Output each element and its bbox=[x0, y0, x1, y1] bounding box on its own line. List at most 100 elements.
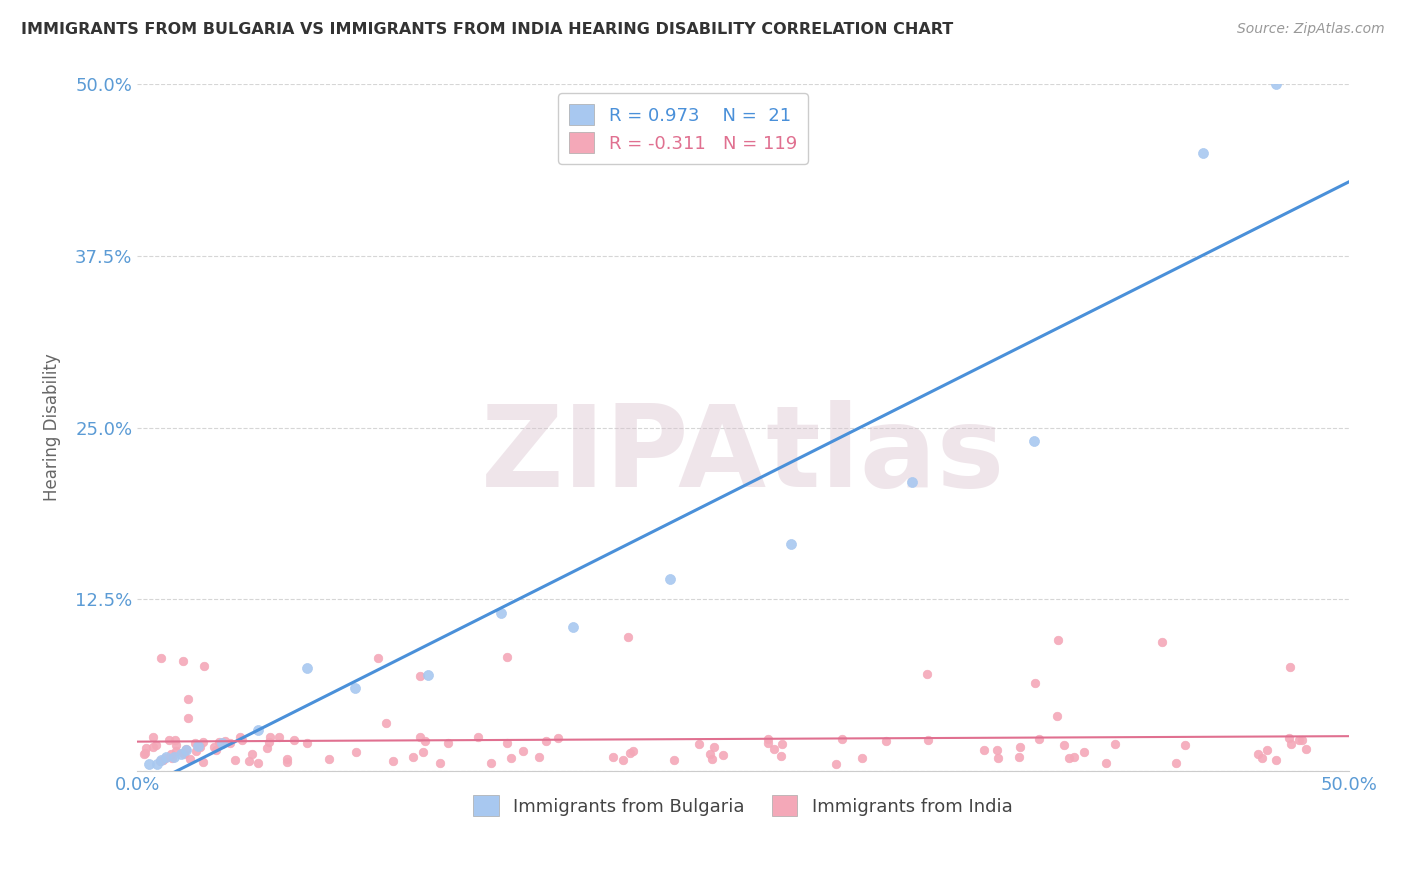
Point bbox=[160, 747, 183, 761]
Point bbox=[1063, 749, 1085, 764]
Point bbox=[187, 739, 209, 753]
Point bbox=[148, 754, 170, 768]
Point bbox=[1264, 753, 1286, 767]
Point bbox=[259, 730, 281, 744]
Point bbox=[562, 619, 585, 633]
Point bbox=[267, 731, 290, 745]
Point bbox=[219, 736, 242, 750]
Point bbox=[138, 756, 160, 771]
Point bbox=[240, 747, 263, 762]
Point bbox=[973, 743, 995, 757]
Point bbox=[412, 745, 434, 759]
Point bbox=[1247, 747, 1270, 761]
Y-axis label: Hearing Disability: Hearing Disability bbox=[44, 354, 60, 501]
Point bbox=[662, 753, 685, 767]
Point bbox=[1024, 676, 1046, 690]
Point bbox=[901, 475, 924, 490]
Point bbox=[1278, 731, 1301, 745]
Point bbox=[1250, 750, 1272, 764]
Point bbox=[763, 742, 786, 756]
Point bbox=[711, 748, 734, 763]
Point bbox=[177, 711, 200, 725]
Point bbox=[1166, 756, 1188, 771]
Point bbox=[1295, 742, 1317, 756]
Point bbox=[1073, 745, 1095, 759]
Point bbox=[295, 661, 318, 675]
Point bbox=[621, 743, 644, 757]
Point bbox=[134, 747, 156, 761]
Point bbox=[142, 730, 165, 744]
Point bbox=[1028, 731, 1050, 746]
Point bbox=[238, 754, 260, 768]
Point bbox=[1150, 635, 1173, 649]
Point bbox=[152, 753, 174, 767]
Point bbox=[318, 752, 340, 766]
Point bbox=[1052, 738, 1074, 752]
Point bbox=[1256, 743, 1278, 757]
Point bbox=[416, 667, 439, 681]
Point bbox=[489, 606, 512, 620]
Point bbox=[501, 751, 523, 765]
Point bbox=[344, 745, 367, 759]
Point bbox=[247, 723, 270, 737]
Point bbox=[831, 732, 853, 747]
Point bbox=[157, 733, 180, 747]
Point bbox=[1291, 732, 1313, 747]
Point bbox=[193, 755, 215, 769]
Point bbox=[534, 734, 557, 748]
Point bbox=[150, 753, 173, 767]
Point bbox=[1008, 739, 1031, 754]
Point bbox=[512, 744, 534, 758]
Point bbox=[987, 751, 1010, 765]
Point bbox=[176, 691, 198, 706]
Point bbox=[659, 572, 682, 586]
Point bbox=[375, 716, 398, 731]
Point bbox=[231, 733, 253, 747]
Point bbox=[617, 630, 640, 644]
Point bbox=[1057, 751, 1080, 765]
Point bbox=[527, 750, 550, 764]
Point bbox=[1094, 756, 1116, 771]
Point bbox=[205, 743, 228, 757]
Point bbox=[825, 756, 848, 771]
Point bbox=[276, 755, 298, 769]
Point bbox=[276, 752, 298, 766]
Point bbox=[409, 669, 432, 683]
Point bbox=[1264, 78, 1286, 92]
Point bbox=[191, 734, 214, 748]
Text: ZIPAtlas: ZIPAtlas bbox=[481, 400, 1005, 510]
Point bbox=[170, 747, 193, 762]
Point bbox=[145, 756, 167, 771]
Point bbox=[1174, 738, 1197, 752]
Point bbox=[214, 733, 236, 747]
Point bbox=[1279, 660, 1302, 674]
Point bbox=[917, 732, 939, 747]
Point bbox=[179, 752, 201, 766]
Point bbox=[402, 750, 425, 764]
Point bbox=[415, 734, 437, 748]
Point bbox=[1288, 733, 1310, 747]
Point bbox=[344, 681, 367, 696]
Point bbox=[202, 739, 225, 754]
Point bbox=[256, 740, 278, 755]
Point bbox=[165, 733, 187, 747]
Point bbox=[496, 650, 519, 665]
Point bbox=[917, 666, 939, 681]
Point bbox=[247, 756, 270, 770]
Point bbox=[283, 732, 305, 747]
Point bbox=[295, 736, 318, 750]
Text: IMMIGRANTS FROM BULGARIA VS IMMIGRANTS FROM INDIA HEARING DISABILITY CORRELATION: IMMIGRANTS FROM BULGARIA VS IMMIGRANTS F… bbox=[21, 22, 953, 37]
Point bbox=[173, 747, 195, 761]
Point bbox=[162, 750, 184, 764]
Point bbox=[193, 659, 215, 673]
Point bbox=[211, 736, 233, 750]
Point bbox=[688, 737, 710, 751]
Point bbox=[208, 735, 231, 749]
Point bbox=[875, 733, 897, 747]
Point bbox=[770, 749, 793, 764]
Point bbox=[184, 744, 207, 758]
Point bbox=[429, 756, 451, 770]
Legend: Immigrants from Bulgaria, Immigrants from India: Immigrants from Bulgaria, Immigrants fro… bbox=[467, 789, 1019, 823]
Point bbox=[1192, 146, 1215, 161]
Point bbox=[1104, 737, 1126, 751]
